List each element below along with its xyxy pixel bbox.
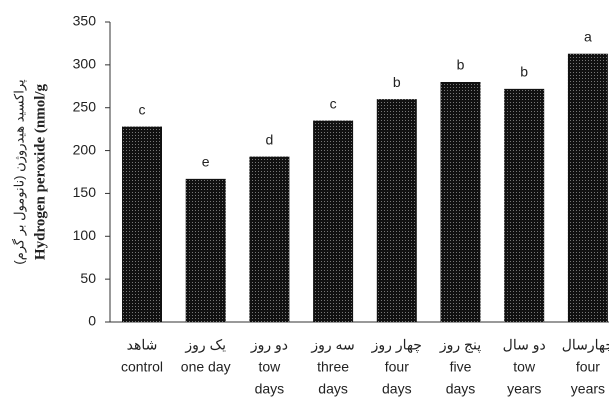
x-tick-label: پنج روز [439,337,481,354]
bar [249,156,290,322]
x-tick-label: four [385,359,409,375]
bar [504,88,545,322]
y-tick-label: 100 [73,227,97,243]
x-tick-label: years [571,381,605,397]
bar [185,178,226,322]
x-tick-label: دو سال [503,337,546,354]
y-tick-label: 200 [73,141,97,157]
x-tick-label: days [382,381,412,397]
y-tick-label: 50 [80,270,96,286]
y-tick-label: 250 [73,98,97,114]
significance-letter: d [266,131,274,147]
significance-letter: c [139,101,146,117]
x-tick-label: one day [181,359,231,375]
x-tick-label: three [317,359,349,375]
significance-letter: c [330,95,337,111]
bar [122,126,162,322]
y-tick-label: 300 [73,56,97,72]
bar [440,82,481,322]
significance-letter: e [202,154,210,170]
x-tick-label: چهار روز [371,337,422,354]
y-axis-label: Hydrogen peroxide (nmol/g [32,83,48,260]
significance-letter: b [393,74,401,90]
bar [567,53,608,322]
x-tick-label: four [576,359,600,375]
y-tick-label: 150 [73,184,97,200]
x-tick-label: شاهد [127,337,158,353]
y-axis-label: پراکسید هیدروژن (نانومول بر گرم) [11,79,27,265]
x-tick-label: days [318,381,348,397]
x-tick-label: days [255,381,285,397]
x-tick-label: control [121,359,163,375]
significance-letter: a [584,28,592,44]
x-tick-label: یک روز [184,337,226,354]
significance-letter: b [457,57,465,73]
x-tick-label: days [446,381,476,397]
y-tick-label: 350 [73,13,97,29]
x-tick-label: tow [259,359,282,375]
significance-letter: b [520,64,528,80]
x-tick-label: سه روز [310,337,354,354]
bar [376,99,417,323]
x-tick-label: five [450,359,472,375]
y-tick-label: 0 [88,313,96,329]
x-tick-label: years [507,381,541,397]
x-tick-label: دو روز [250,337,288,354]
x-tick-label: چهارسال [562,337,609,354]
bar [313,120,354,322]
x-tick-label: tow [513,359,536,375]
